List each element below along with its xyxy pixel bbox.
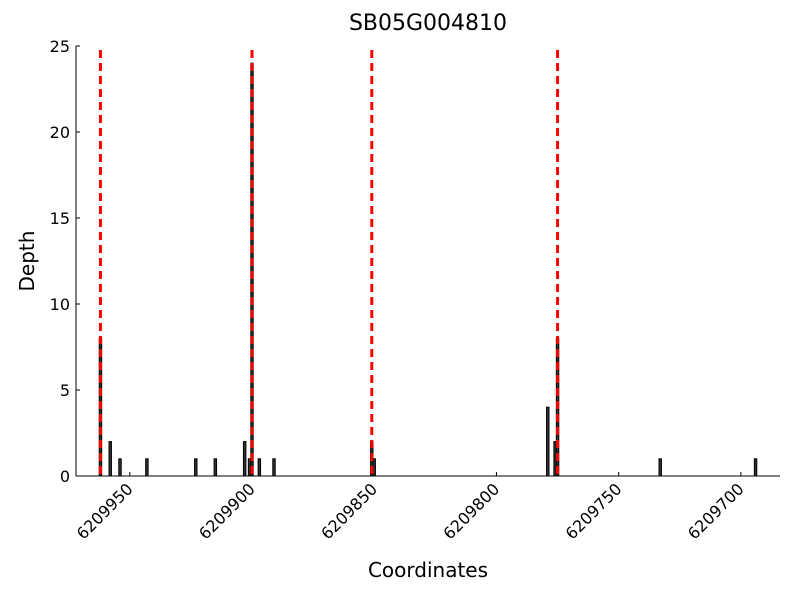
y-tick-label: 20 <box>50 123 70 142</box>
y-tick-label: 5 <box>60 381 70 400</box>
bar <box>272 458 276 477</box>
bar <box>753 458 758 477</box>
y-axis-label: Depth <box>15 231 39 292</box>
bar <box>658 458 662 477</box>
bar <box>194 458 198 477</box>
bar <box>372 458 376 477</box>
bar <box>213 458 218 477</box>
x-axis-label: Coordinates <box>368 558 488 582</box>
bar <box>118 458 122 477</box>
y-tick-label: 0 <box>60 467 70 486</box>
bar <box>145 458 149 477</box>
y-tick-label: 25 <box>50 37 70 56</box>
bar <box>257 458 262 477</box>
y-tick-label: 15 <box>50 209 70 228</box>
bar <box>242 441 247 477</box>
bar <box>108 441 112 477</box>
y-tick-label: 10 <box>50 295 70 314</box>
chart-title: SB05G004810 <box>349 11 507 36</box>
bar <box>546 406 550 477</box>
